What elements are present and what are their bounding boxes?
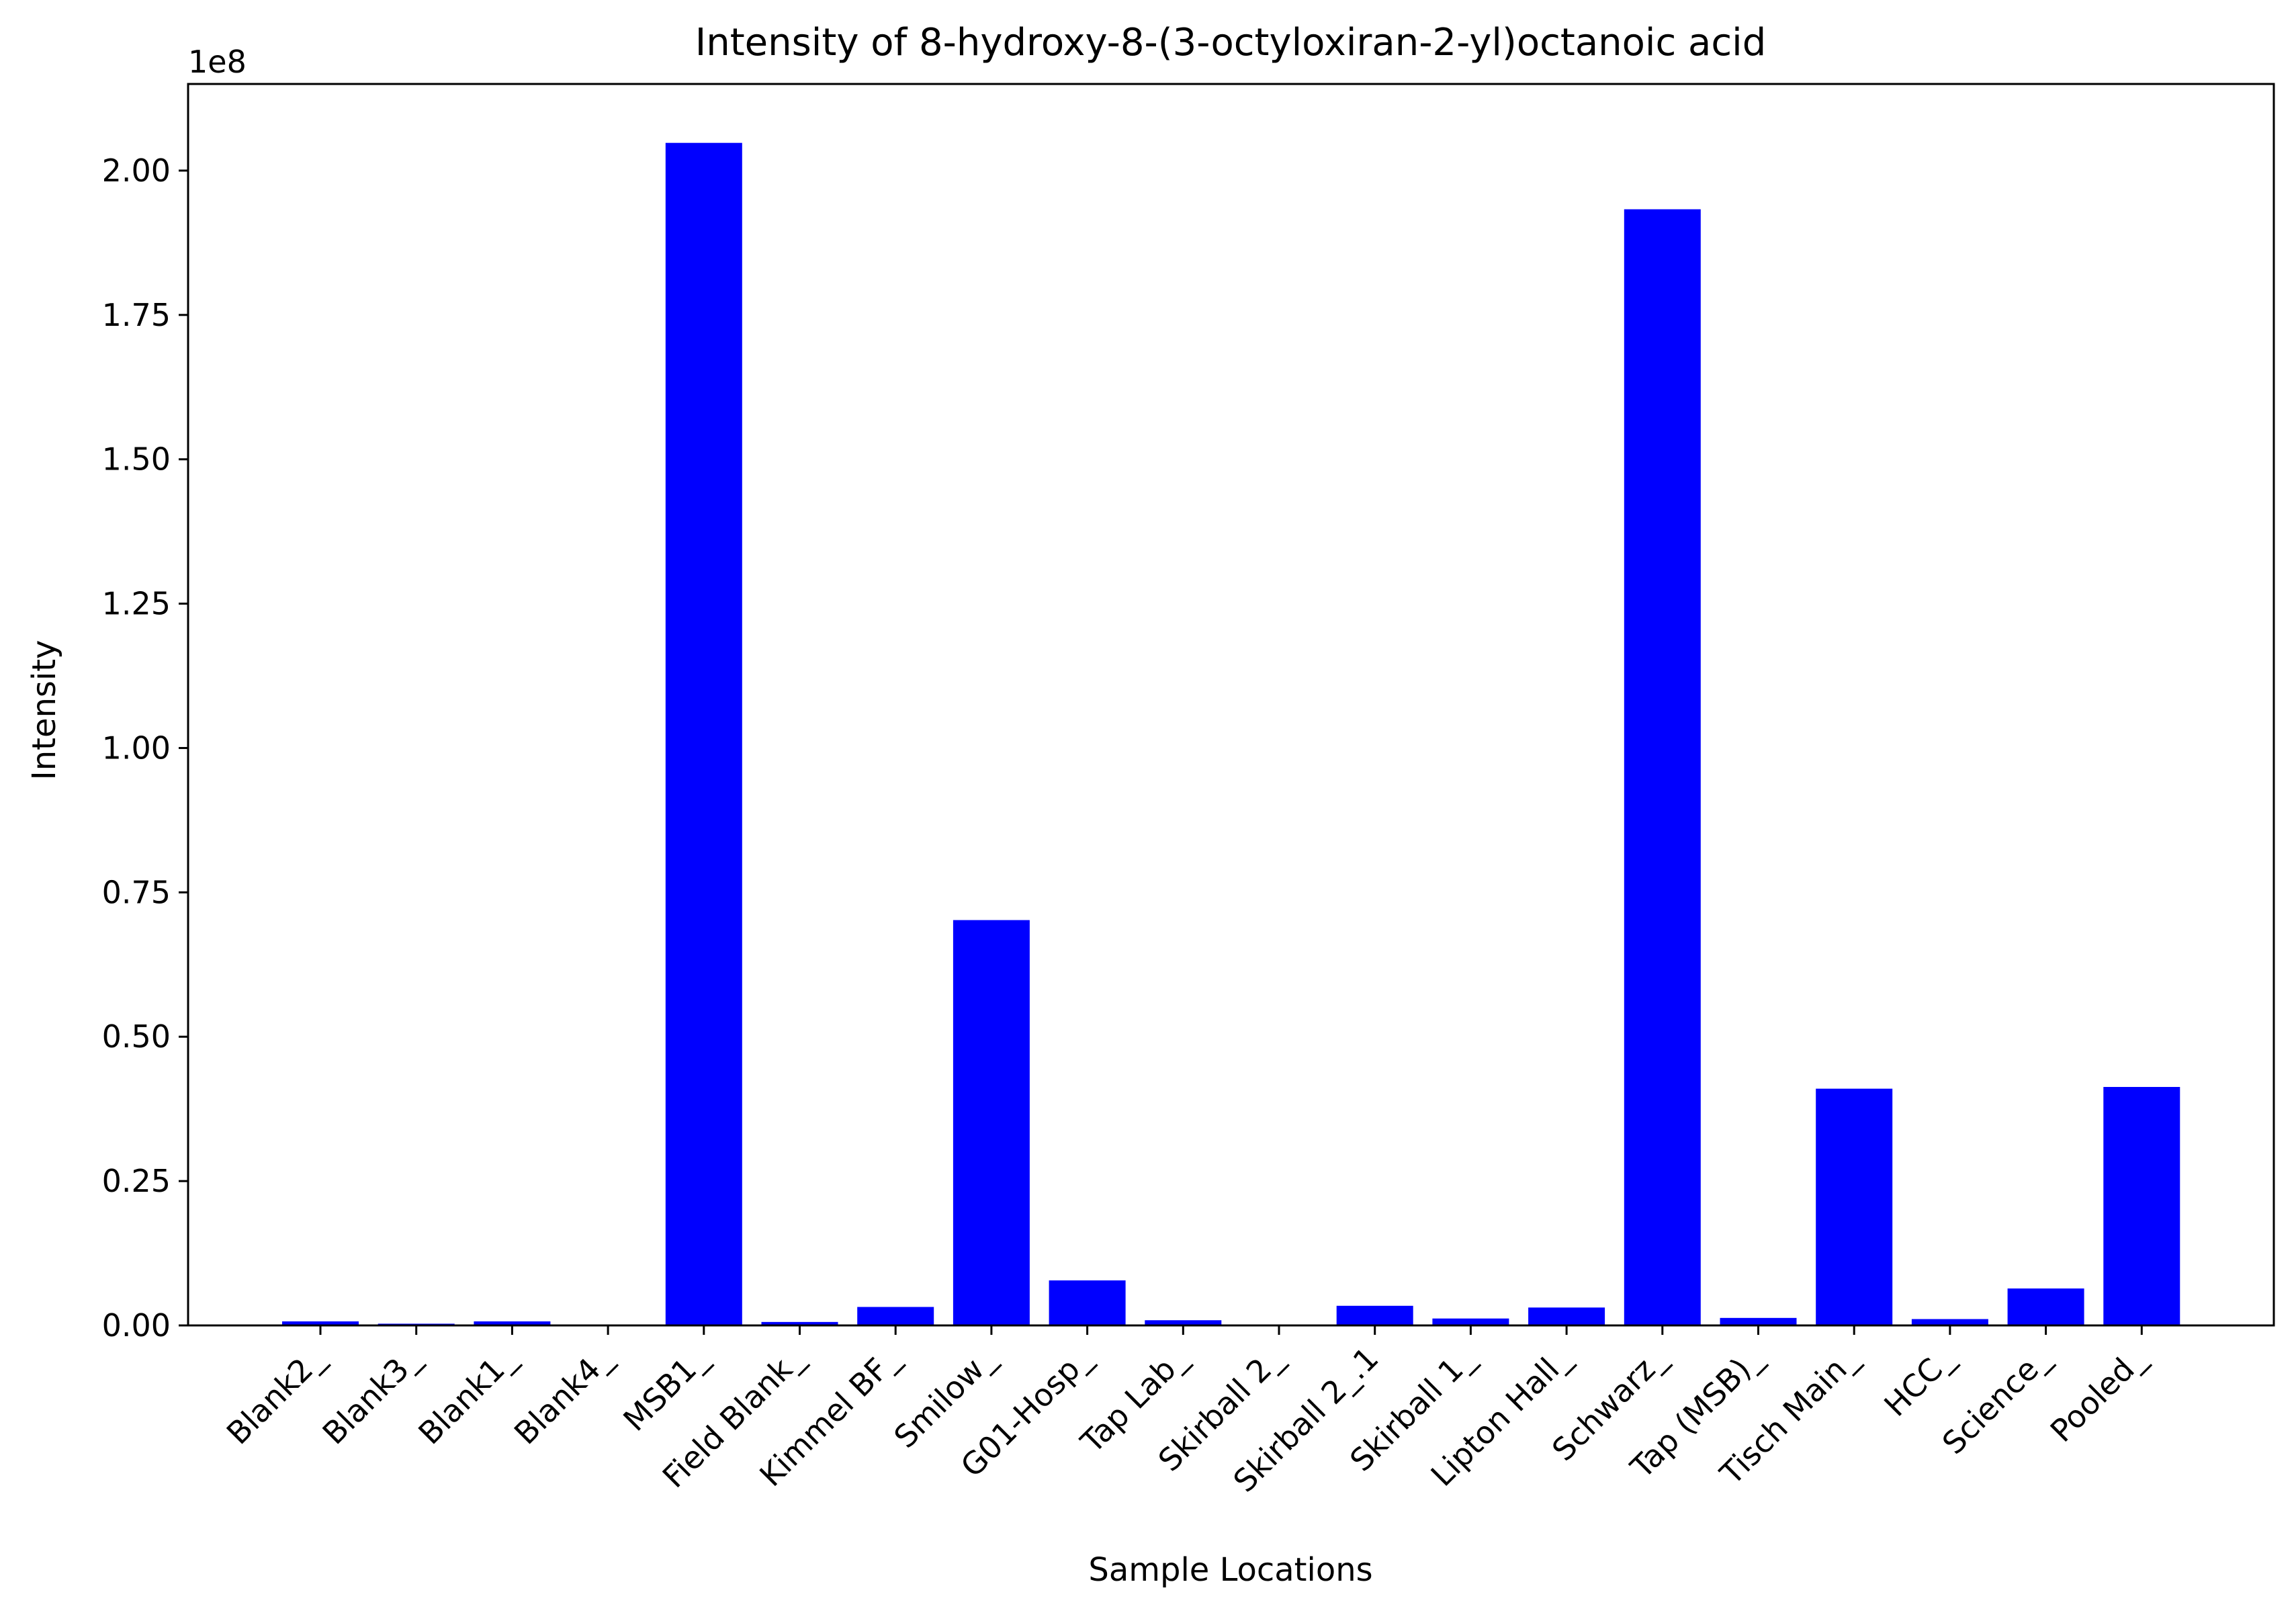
bar: [1432, 1318, 1509, 1325]
y-tick-label: 1.50: [102, 441, 171, 478]
bars-group: [282, 142, 2180, 1326]
bar: [953, 920, 1030, 1325]
bar: [2103, 1087, 2180, 1325]
y-axis-offset-label: 1e8: [188, 44, 247, 80]
bar: [2007, 1288, 2084, 1325]
y-tick-label: 0.50: [102, 1018, 171, 1055]
bar: [1816, 1088, 1893, 1325]
y-tick-label: 2.00: [102, 152, 171, 189]
bar: [857, 1307, 934, 1325]
x-axis-label: Sample Locations: [1088, 1551, 1372, 1589]
y-axis: 0.00 0.25 0.50 0.75 1.00 1.25 1.50 1.75 2.00: [102, 152, 188, 1344]
bar: [474, 1321, 551, 1325]
plot-frame: [187, 83, 2275, 1327]
bar: [1624, 209, 1701, 1326]
bar: [1049, 1280, 1126, 1325]
y-axis-label: Intensity: [26, 640, 63, 781]
bar: [1720, 1317, 1797, 1325]
bar: [1528, 1307, 1605, 1325]
y-tick-label: 0.75: [102, 874, 171, 910]
bar: [282, 1321, 359, 1325]
y-tick-label: 0.25: [102, 1163, 171, 1199]
y-tick-label: 1.75: [102, 297, 171, 333]
y-tick-label: 0.00: [102, 1307, 171, 1344]
bar: [1145, 1320, 1222, 1325]
bar: [1911, 1319, 1988, 1325]
y-tick-label: 1.25: [102, 586, 171, 622]
y-tick-label: 1.00: [102, 730, 171, 766]
bar: [665, 142, 742, 1325]
bar: [1336, 1305, 1413, 1325]
bar: [761, 1321, 838, 1325]
chart-title: Intensity of 8-hydroxy-8-(3-octyloxiran-…: [695, 21, 1767, 64]
